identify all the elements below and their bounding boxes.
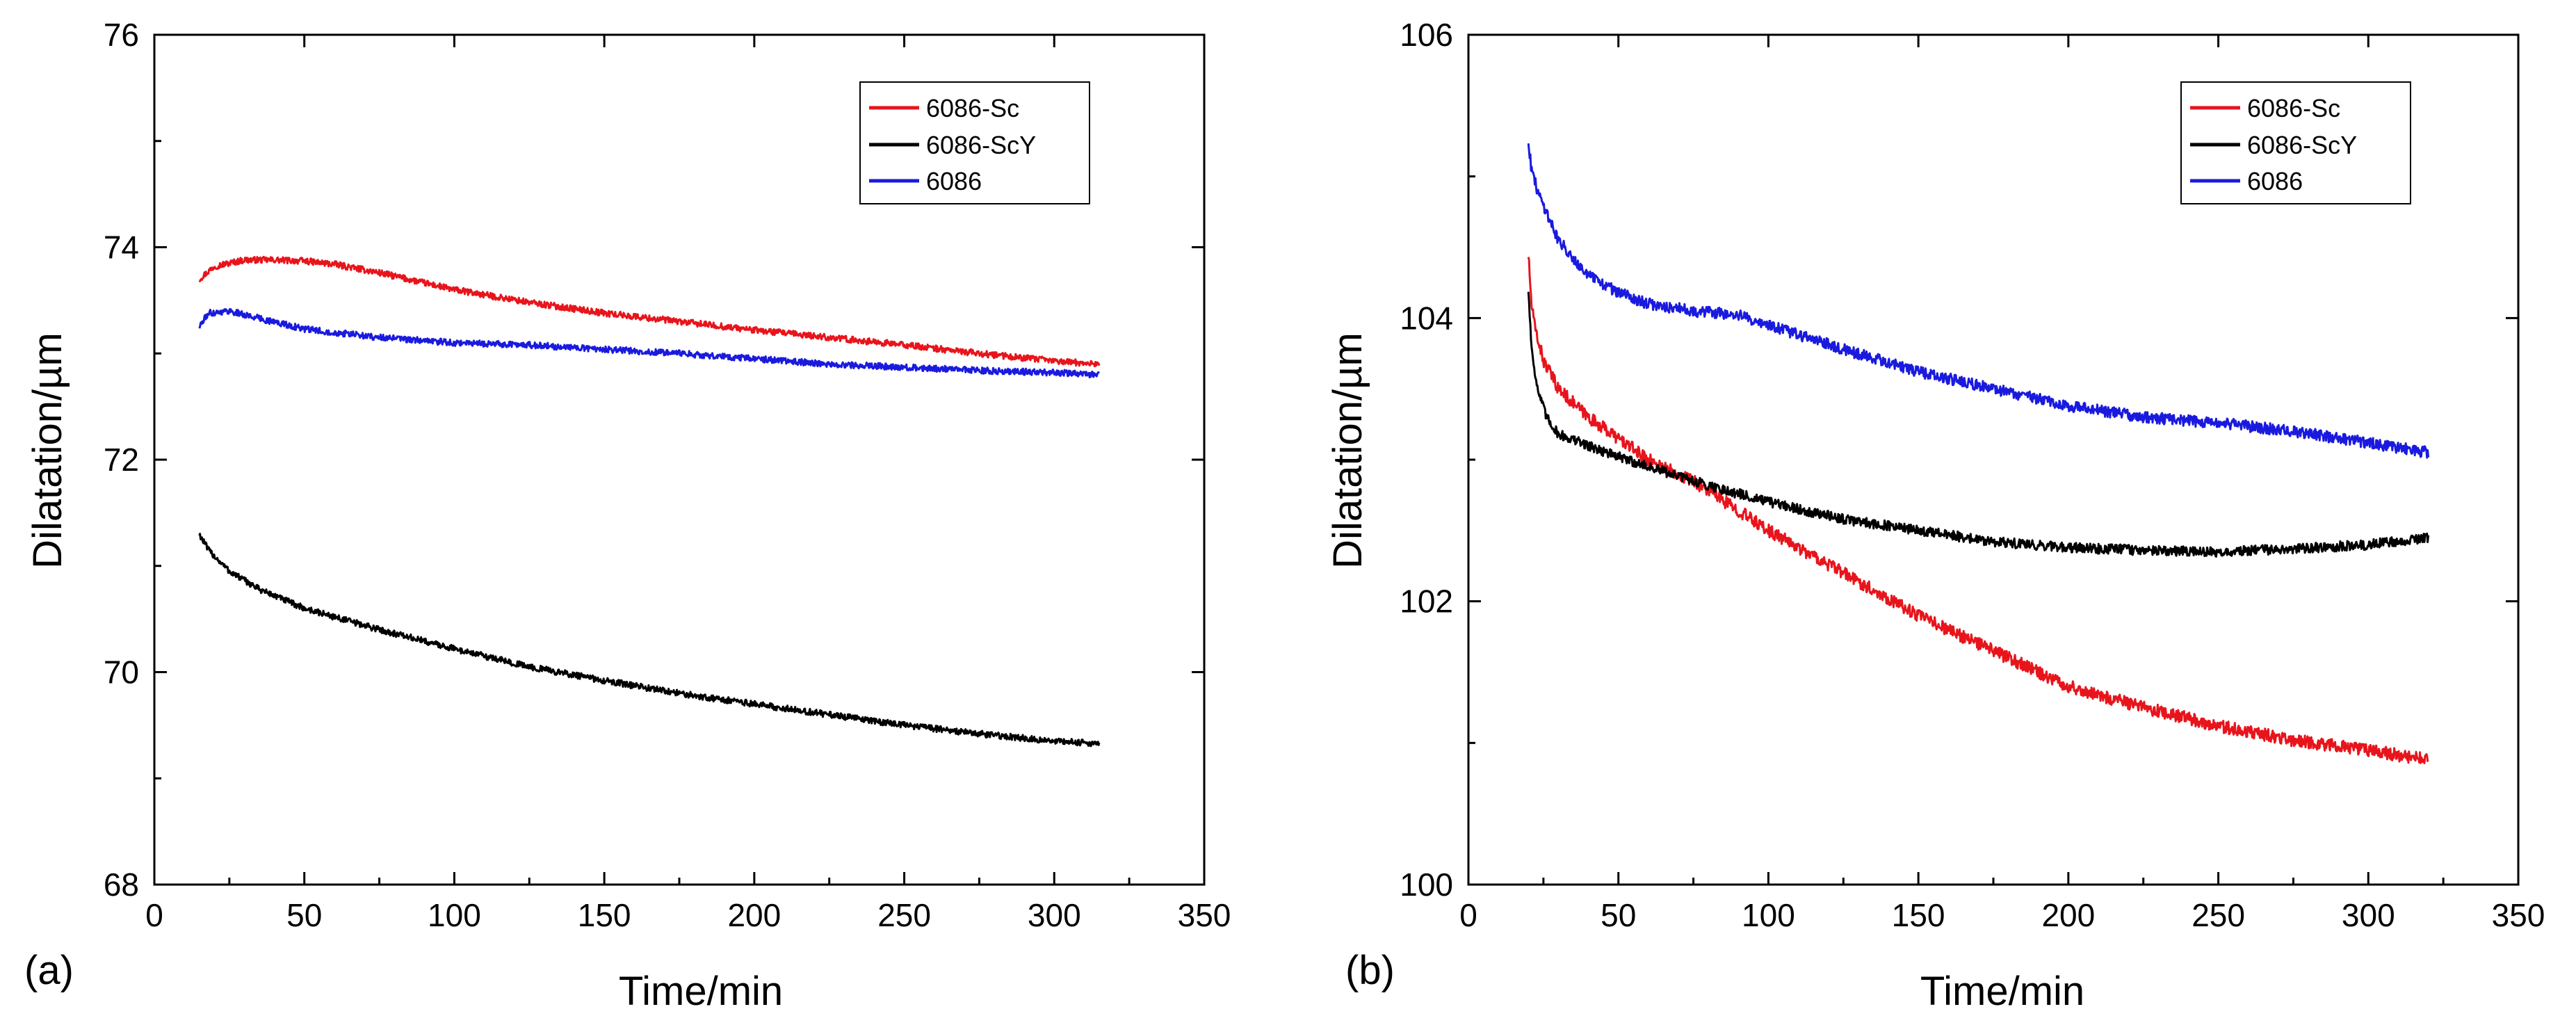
y-tick-label: 102 — [1400, 583, 1453, 620]
x-tick-label: 300 — [1028, 897, 1081, 933]
x-tick-label: 0 — [145, 897, 163, 933]
y-tick-label: 70 — [104, 654, 139, 691]
legend-label: 6086 — [2247, 167, 2303, 195]
x-tick-label: 200 — [2041, 897, 2095, 933]
y-tick-label: 104 — [1400, 300, 1453, 336]
chart-panel-b: (b) Dilatation/µm Time/min 6086-Sc 6086-… — [1325, 17, 2545, 1014]
x-tick-label: 50 — [1601, 897, 1636, 933]
series-line — [198, 255, 1101, 368]
y-tick-label: 106 — [1400, 17, 1453, 53]
legend: 6086-Sc 6086-ScY 6086 — [859, 81, 1090, 204]
x-tick-label: 0 — [1459, 897, 1477, 933]
series-line — [1527, 257, 2429, 764]
y-axis-title: Dilatation/µm — [25, 332, 70, 569]
x-tick-label: 100 — [1742, 897, 1795, 933]
x-tick-label: 250 — [2192, 897, 2245, 933]
x-tick-label: 250 — [877, 897, 931, 933]
series-line — [198, 533, 1101, 748]
x-tick-label: 150 — [1892, 897, 1945, 933]
x-axis-title: Time/min — [1920, 969, 2084, 1014]
x-tick-label: 200 — [727, 897, 781, 933]
legend: 6086-Sc 6086-ScY 6086 — [2180, 81, 2411, 204]
y-axis-title: Dilatation/µm — [1325, 332, 1370, 569]
x-axis-title: Time/min — [619, 969, 783, 1014]
legend-label: 6086 — [926, 167, 982, 195]
legend-label: 6086-Sc — [926, 94, 1019, 122]
chart-panel-a: (a) Dilatation/µm Time/min 6086-Sc 6086-… — [24, 17, 1231, 1014]
panel-label: (a) — [24, 948, 74, 993]
panel-label: (b) — [1345, 948, 1395, 993]
series-line — [198, 308, 1101, 379]
y-tick-label: 72 — [104, 442, 139, 478]
x-tick-label: 100 — [428, 897, 481, 933]
x-tick-label: 350 — [2492, 897, 2545, 933]
x-tick-label: 350 — [1178, 897, 1231, 933]
y-tick-label: 68 — [104, 866, 139, 903]
legend-label: 6086-Sc — [2247, 94, 2340, 122]
x-tick-label: 150 — [578, 897, 631, 933]
series-line — [1527, 143, 2430, 459]
legend-label: 6086-ScY — [2247, 131, 2357, 159]
y-tick-label: 74 — [104, 229, 139, 266]
legend-label: 6086-ScY — [926, 131, 1036, 159]
x-tick-label: 50 — [286, 897, 322, 933]
y-tick-label: 76 — [104, 17, 139, 53]
y-tick-label: 100 — [1400, 866, 1453, 903]
x-tick-label: 300 — [2342, 897, 2395, 933]
series-line — [1527, 291, 2430, 558]
